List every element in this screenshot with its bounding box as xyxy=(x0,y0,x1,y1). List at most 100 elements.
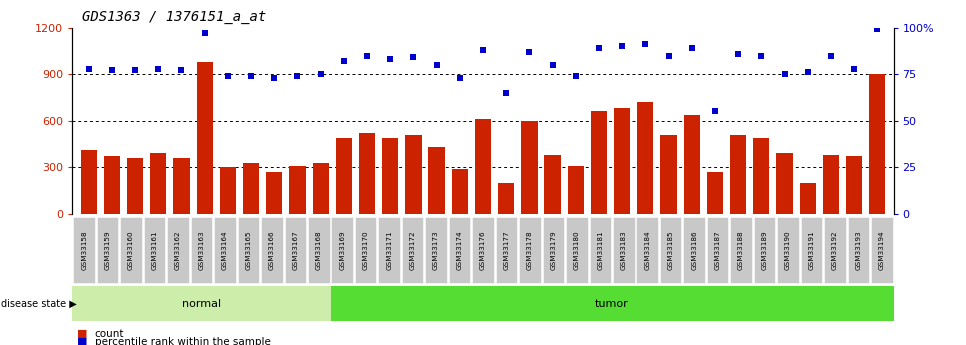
Bar xyxy=(730,135,747,214)
Text: GSM33192: GSM33192 xyxy=(832,230,838,270)
Text: GSM33188: GSM33188 xyxy=(738,230,744,270)
Text: GSM33186: GSM33186 xyxy=(691,230,697,270)
Point xyxy=(823,53,838,58)
Bar xyxy=(823,155,839,214)
Text: GSM33177: GSM33177 xyxy=(503,230,509,270)
Point xyxy=(846,66,862,71)
Text: GSM33159: GSM33159 xyxy=(104,230,111,270)
Bar xyxy=(614,108,630,214)
Text: GSM33166: GSM33166 xyxy=(269,230,275,270)
Text: GSM33181: GSM33181 xyxy=(597,230,604,270)
Bar xyxy=(591,111,607,214)
Bar xyxy=(869,74,886,214)
Point xyxy=(104,68,120,73)
Text: GSM33189: GSM33189 xyxy=(761,230,768,270)
Point xyxy=(800,70,815,75)
Bar xyxy=(661,135,676,214)
Text: GSM33173: GSM33173 xyxy=(433,230,440,270)
Bar xyxy=(313,162,328,214)
Bar xyxy=(80,150,97,214)
Text: GSM33171: GSM33171 xyxy=(386,230,392,270)
Point xyxy=(452,75,468,81)
Point xyxy=(406,55,421,60)
Text: disease state ▶: disease state ▶ xyxy=(1,299,76,308)
Bar xyxy=(452,169,468,214)
Bar xyxy=(103,156,120,214)
Text: GSM33193: GSM33193 xyxy=(855,230,862,270)
Point xyxy=(429,62,444,68)
Point xyxy=(568,73,583,79)
Point xyxy=(869,27,885,32)
Text: GSM33158: GSM33158 xyxy=(81,230,87,270)
Text: GSM33190: GSM33190 xyxy=(785,230,791,270)
Point xyxy=(475,47,491,53)
Bar xyxy=(684,115,700,214)
Bar xyxy=(330,286,894,321)
Text: GSM33165: GSM33165 xyxy=(245,230,251,270)
Text: GSM33180: GSM33180 xyxy=(574,230,580,270)
Point xyxy=(197,30,213,36)
Bar xyxy=(475,119,491,214)
Text: GSM33160: GSM33160 xyxy=(128,230,134,270)
Text: GSM33164: GSM33164 xyxy=(222,230,228,270)
Bar xyxy=(173,158,189,214)
Bar xyxy=(383,138,398,214)
Bar xyxy=(359,133,375,214)
Bar xyxy=(336,138,352,214)
Bar xyxy=(568,166,583,214)
Text: GSM33185: GSM33185 xyxy=(668,230,673,270)
Bar xyxy=(638,102,653,214)
Bar xyxy=(290,166,305,214)
Bar xyxy=(846,156,863,214)
Bar xyxy=(498,183,514,214)
Text: GSM33172: GSM33172 xyxy=(410,230,415,270)
Point xyxy=(128,68,143,73)
Text: GSM33187: GSM33187 xyxy=(715,230,721,270)
Text: ■: ■ xyxy=(77,337,88,345)
Text: GSM33163: GSM33163 xyxy=(198,230,205,270)
Point xyxy=(777,71,792,77)
Point xyxy=(684,45,699,51)
Point xyxy=(498,90,514,96)
Bar xyxy=(266,172,282,214)
Bar xyxy=(72,286,330,321)
Point xyxy=(359,53,375,58)
Bar xyxy=(800,183,816,214)
Point xyxy=(81,66,97,71)
Point xyxy=(661,53,676,58)
Text: GSM33184: GSM33184 xyxy=(644,230,650,270)
Text: GDS1363 / 1376151_a_at: GDS1363 / 1376151_a_at xyxy=(82,10,267,24)
Point xyxy=(707,109,723,114)
Point xyxy=(313,71,328,77)
Text: GSM33194: GSM33194 xyxy=(879,230,885,270)
Point xyxy=(522,49,537,55)
Text: percentile rank within the sample: percentile rank within the sample xyxy=(95,337,270,345)
Text: tumor: tumor xyxy=(595,299,629,308)
Point xyxy=(614,43,630,49)
Text: GSM33167: GSM33167 xyxy=(293,230,298,270)
Point xyxy=(151,66,166,71)
Bar xyxy=(219,167,236,214)
Point xyxy=(638,42,653,47)
Point xyxy=(383,57,398,62)
Bar xyxy=(406,135,421,214)
Text: ■: ■ xyxy=(77,329,88,338)
Bar xyxy=(242,162,259,214)
Bar xyxy=(522,121,537,214)
Bar xyxy=(707,172,724,214)
Point xyxy=(243,73,259,79)
Bar xyxy=(150,153,166,214)
Text: GSM33161: GSM33161 xyxy=(152,230,157,270)
Text: GSM33170: GSM33170 xyxy=(362,230,369,270)
Bar xyxy=(429,147,444,214)
Point xyxy=(174,68,189,73)
Text: GSM33174: GSM33174 xyxy=(457,230,463,270)
Bar xyxy=(777,153,793,214)
Bar xyxy=(196,62,213,214)
Point xyxy=(753,53,769,58)
Bar xyxy=(127,158,143,214)
Point xyxy=(267,75,282,81)
Text: count: count xyxy=(95,329,125,338)
Text: GSM33168: GSM33168 xyxy=(316,230,322,270)
Text: GSM33176: GSM33176 xyxy=(480,230,486,270)
